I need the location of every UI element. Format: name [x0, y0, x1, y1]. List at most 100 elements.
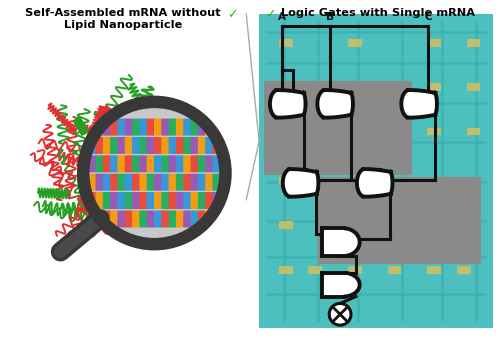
- FancyBboxPatch shape: [183, 211, 192, 228]
- FancyBboxPatch shape: [168, 192, 176, 209]
- FancyBboxPatch shape: [103, 155, 111, 172]
- FancyBboxPatch shape: [146, 174, 154, 191]
- Bar: [318, 177, 482, 264]
- FancyBboxPatch shape: [190, 155, 198, 172]
- FancyBboxPatch shape: [183, 174, 192, 191]
- Bar: [264, 81, 412, 175]
- FancyBboxPatch shape: [154, 174, 162, 191]
- FancyBboxPatch shape: [176, 174, 184, 191]
- Bar: [279, 39, 292, 47]
- Bar: [308, 266, 322, 274]
- FancyBboxPatch shape: [132, 211, 140, 228]
- Polygon shape: [357, 169, 392, 197]
- FancyBboxPatch shape: [212, 174, 220, 191]
- FancyBboxPatch shape: [103, 137, 111, 154]
- Bar: [427, 221, 441, 229]
- Bar: [427, 39, 441, 47]
- FancyBboxPatch shape: [110, 211, 118, 228]
- Text: Self-Assembled mRNA without: Self-Assembled mRNA without: [25, 8, 220, 18]
- FancyBboxPatch shape: [96, 155, 104, 172]
- FancyBboxPatch shape: [198, 137, 206, 154]
- Bar: [466, 221, 480, 229]
- FancyBboxPatch shape: [154, 155, 162, 172]
- Bar: [348, 128, 362, 135]
- FancyBboxPatch shape: [162, 174, 170, 191]
- FancyBboxPatch shape: [88, 174, 96, 191]
- Bar: [88, 156, 220, 172]
- FancyBboxPatch shape: [198, 155, 206, 172]
- Bar: [427, 83, 441, 91]
- FancyBboxPatch shape: [118, 137, 126, 154]
- FancyBboxPatch shape: [96, 174, 104, 191]
- FancyBboxPatch shape: [124, 137, 133, 154]
- Bar: [388, 266, 402, 274]
- Text: A: A: [278, 12, 286, 22]
- FancyBboxPatch shape: [162, 211, 170, 228]
- FancyBboxPatch shape: [88, 137, 96, 154]
- FancyBboxPatch shape: [198, 192, 206, 209]
- FancyBboxPatch shape: [103, 192, 111, 209]
- FancyBboxPatch shape: [124, 211, 133, 228]
- FancyBboxPatch shape: [118, 211, 126, 228]
- FancyBboxPatch shape: [103, 119, 111, 136]
- Bar: [88, 119, 220, 135]
- Text: Logic Gates with Single mRNA: Logic Gates with Single mRNA: [280, 8, 474, 18]
- FancyBboxPatch shape: [205, 119, 213, 136]
- FancyBboxPatch shape: [168, 155, 176, 172]
- Bar: [259, 14, 493, 328]
- Bar: [88, 192, 220, 209]
- FancyBboxPatch shape: [124, 119, 133, 136]
- FancyBboxPatch shape: [168, 174, 176, 191]
- Bar: [427, 177, 441, 185]
- Text: C: C: [424, 12, 432, 22]
- Polygon shape: [283, 169, 318, 197]
- FancyBboxPatch shape: [162, 119, 170, 136]
- FancyBboxPatch shape: [132, 155, 140, 172]
- FancyBboxPatch shape: [124, 155, 133, 172]
- Bar: [88, 211, 220, 227]
- FancyBboxPatch shape: [176, 192, 184, 209]
- FancyBboxPatch shape: [154, 137, 162, 154]
- Polygon shape: [344, 228, 359, 256]
- Text: ✓: ✓: [265, 8, 276, 21]
- FancyBboxPatch shape: [198, 211, 206, 228]
- Bar: [348, 177, 362, 185]
- FancyBboxPatch shape: [88, 119, 96, 136]
- FancyBboxPatch shape: [103, 174, 111, 191]
- Bar: [466, 83, 480, 91]
- FancyBboxPatch shape: [146, 155, 154, 172]
- FancyBboxPatch shape: [212, 192, 220, 209]
- FancyBboxPatch shape: [140, 119, 147, 136]
- FancyBboxPatch shape: [110, 192, 118, 209]
- FancyBboxPatch shape: [118, 155, 126, 172]
- FancyBboxPatch shape: [198, 174, 206, 191]
- FancyBboxPatch shape: [183, 155, 192, 172]
- FancyBboxPatch shape: [146, 192, 154, 209]
- FancyBboxPatch shape: [190, 137, 198, 154]
- Bar: [88, 137, 220, 154]
- Polygon shape: [318, 90, 353, 118]
- FancyBboxPatch shape: [140, 211, 147, 228]
- FancyBboxPatch shape: [146, 119, 154, 136]
- Bar: [322, 273, 344, 296]
- FancyBboxPatch shape: [110, 137, 118, 154]
- FancyBboxPatch shape: [96, 192, 104, 209]
- Polygon shape: [344, 273, 359, 296]
- FancyBboxPatch shape: [176, 211, 184, 228]
- FancyBboxPatch shape: [140, 137, 147, 154]
- FancyBboxPatch shape: [162, 137, 170, 154]
- FancyBboxPatch shape: [212, 155, 220, 172]
- FancyBboxPatch shape: [146, 137, 154, 154]
- FancyBboxPatch shape: [124, 192, 133, 209]
- FancyBboxPatch shape: [118, 174, 126, 191]
- FancyBboxPatch shape: [190, 192, 198, 209]
- FancyBboxPatch shape: [190, 119, 198, 136]
- FancyBboxPatch shape: [176, 155, 184, 172]
- Bar: [279, 266, 292, 274]
- FancyBboxPatch shape: [140, 174, 147, 191]
- FancyBboxPatch shape: [183, 137, 192, 154]
- FancyBboxPatch shape: [140, 192, 147, 209]
- Text: B: B: [326, 12, 334, 22]
- FancyBboxPatch shape: [110, 174, 118, 191]
- FancyBboxPatch shape: [168, 211, 176, 228]
